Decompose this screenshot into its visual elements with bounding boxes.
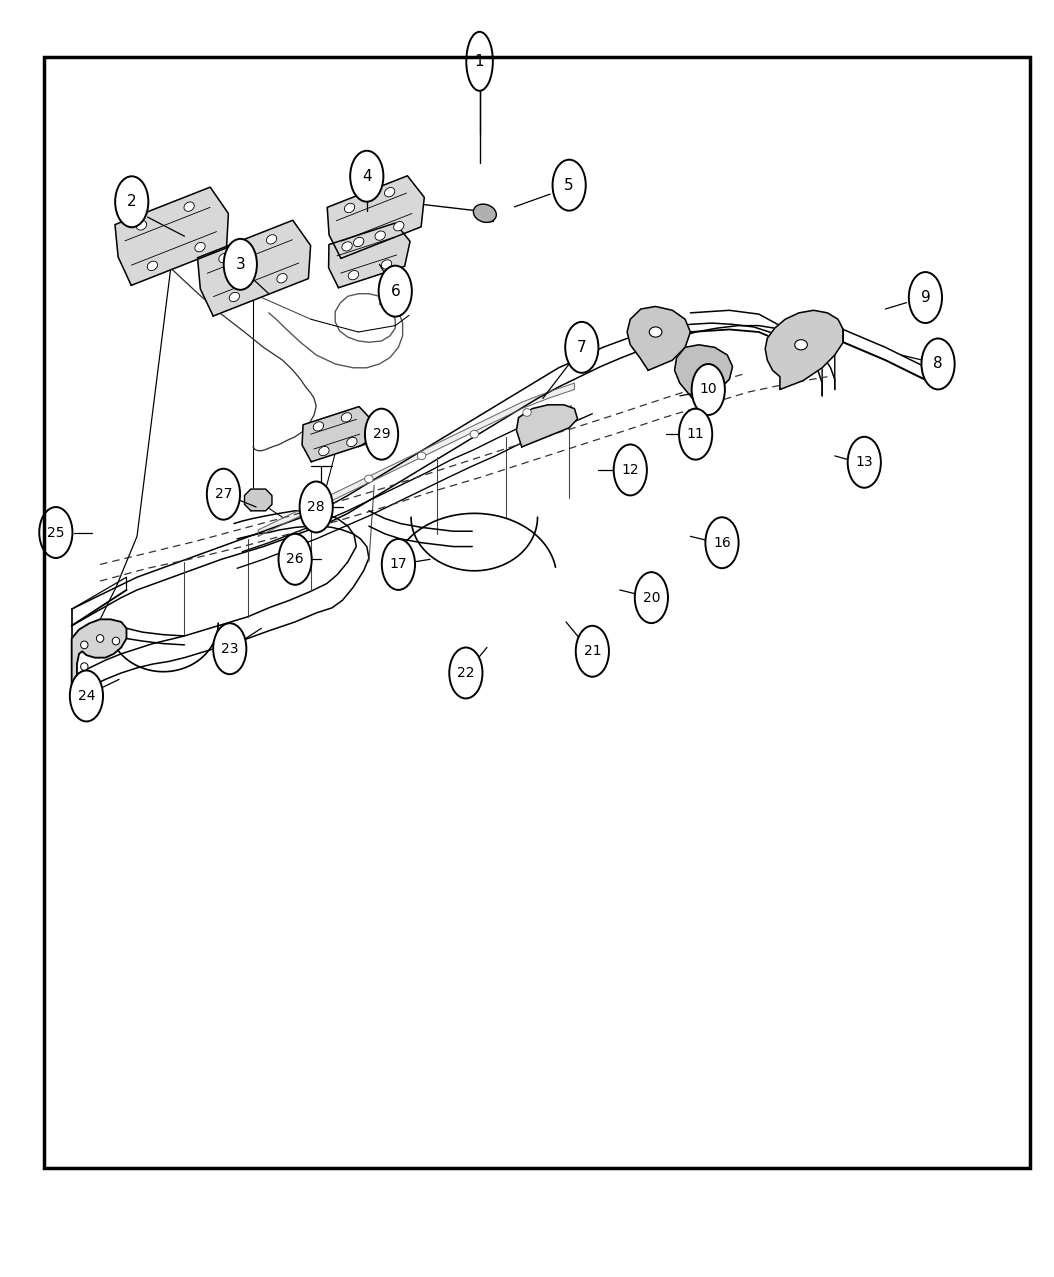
Ellipse shape [353,238,364,246]
Text: 1: 1 [474,54,485,69]
Polygon shape [72,619,126,696]
Polygon shape [627,306,690,370]
Ellipse shape [267,235,277,244]
Text: 28: 28 [308,501,325,513]
Ellipse shape [847,437,881,488]
Ellipse shape [365,475,373,483]
Ellipse shape [705,517,739,568]
Text: 3: 3 [235,257,246,272]
Text: 23: 23 [221,642,238,655]
Polygon shape [115,188,229,285]
Text: 6: 6 [390,283,401,299]
Ellipse shape [466,32,493,91]
Ellipse shape [393,221,404,231]
Text: 10: 10 [700,383,717,396]
Ellipse shape [97,635,103,642]
Ellipse shape [195,243,206,252]
Ellipse shape [148,262,157,271]
Polygon shape [245,489,272,511]
Ellipse shape [80,641,89,649]
Ellipse shape [277,273,287,283]
Text: 9: 9 [920,290,931,305]
Text: 27: 27 [215,488,232,501]
Ellipse shape [449,647,483,699]
Ellipse shape [691,364,725,415]
Text: 21: 21 [584,645,601,658]
Text: 22: 22 [457,667,474,679]
Polygon shape [258,383,574,536]
Text: 13: 13 [856,456,873,469]
Ellipse shape [552,160,586,211]
Ellipse shape [378,266,412,317]
Ellipse shape [345,203,355,213]
Ellipse shape [278,534,312,585]
Polygon shape [327,176,425,258]
Ellipse shape [635,572,668,623]
Polygon shape [197,220,311,317]
Ellipse shape [136,221,147,230]
Text: 4: 4 [362,169,372,184]
Polygon shape [329,223,410,287]
Ellipse shape [523,409,531,416]
Text: 11: 11 [687,428,704,441]
Polygon shape [516,405,578,447]
Text: 29: 29 [373,428,390,441]
Text: 8: 8 [933,356,943,372]
Ellipse shape [382,259,392,269]
Text: 7: 7 [577,340,587,355]
Ellipse shape [575,626,609,677]
Ellipse shape [699,370,709,379]
Ellipse shape [341,241,352,252]
Ellipse shape [473,204,496,222]
Ellipse shape [184,202,194,211]
Ellipse shape [299,481,333,533]
Ellipse shape [382,539,415,590]
Ellipse shape [470,430,479,438]
Text: 26: 26 [287,553,304,566]
Ellipse shape [679,409,713,460]
Ellipse shape [313,421,324,432]
Ellipse shape [375,231,386,240]
Ellipse shape [80,683,89,691]
Polygon shape [765,310,843,389]
Ellipse shape [417,452,426,460]
Ellipse shape [312,497,320,504]
Ellipse shape [219,253,229,263]
Ellipse shape [909,272,942,323]
Text: 2: 2 [126,194,137,209]
Text: 24: 24 [78,690,95,702]
Bar [44,57,1030,1168]
Ellipse shape [229,292,239,301]
Ellipse shape [348,271,358,280]
Polygon shape [302,406,373,462]
Text: 5: 5 [564,178,574,193]
Ellipse shape [70,670,103,722]
Ellipse shape [341,412,352,421]
Text: 17: 17 [390,558,407,571]
Ellipse shape [795,340,807,350]
Ellipse shape [347,437,357,447]
Ellipse shape [649,327,662,337]
Ellipse shape [350,151,384,202]
Ellipse shape [39,507,73,558]
Ellipse shape [565,322,599,373]
Ellipse shape [113,637,119,645]
Ellipse shape [223,239,257,290]
Ellipse shape [613,444,647,495]
Ellipse shape [207,469,240,520]
Ellipse shape [115,176,149,227]
Ellipse shape [318,447,329,456]
Ellipse shape [80,663,89,670]
Text: 16: 16 [714,536,730,549]
Polygon shape [675,345,733,402]
Ellipse shape [365,409,398,460]
Ellipse shape [921,338,955,389]
Text: 12: 12 [622,464,639,476]
Ellipse shape [385,188,395,197]
Text: 20: 20 [643,591,660,604]
Polygon shape [72,677,102,701]
Text: 25: 25 [47,526,64,539]
Ellipse shape [213,623,247,674]
